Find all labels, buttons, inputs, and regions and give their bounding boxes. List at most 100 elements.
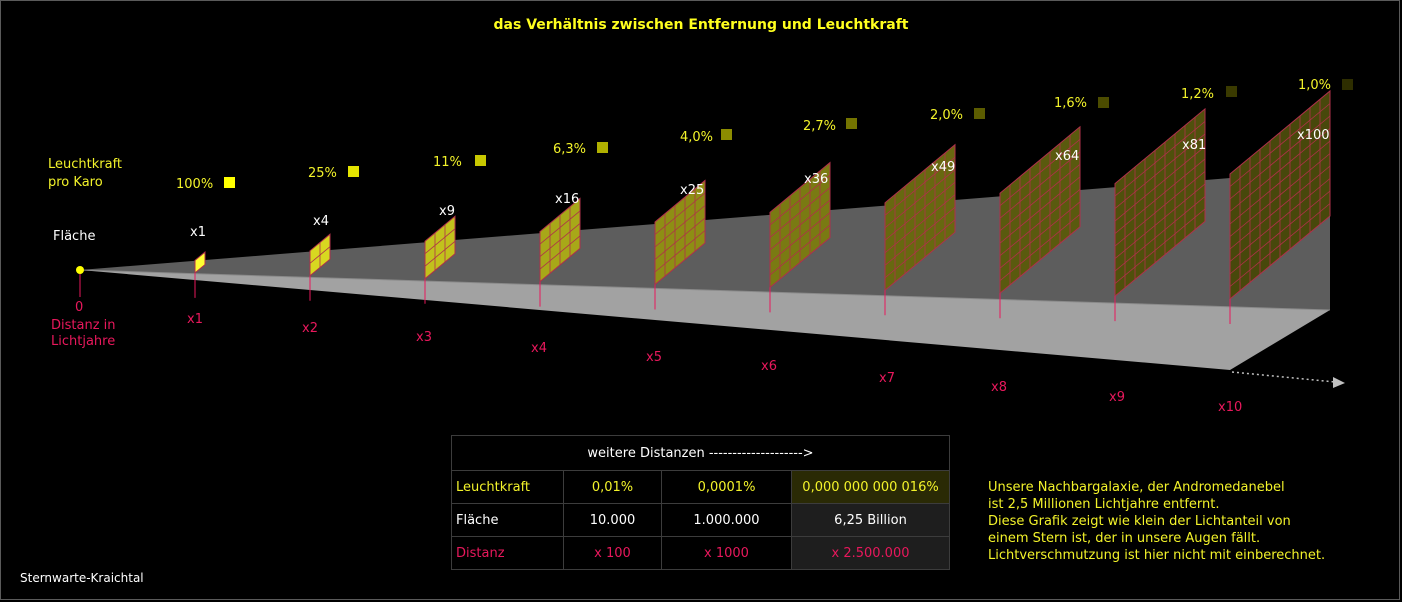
area-factor: x25: [680, 183, 705, 198]
area-factor: x81: [1182, 138, 1207, 153]
distance-factor: x3: [416, 330, 432, 345]
grid-line: [884, 206, 956, 266]
grid-line: [999, 151, 1081, 219]
table-header: weitere Distanzen -------------------->: [451, 435, 950, 471]
grid-line: [1114, 146, 1206, 222]
panel-face: [194, 251, 206, 274]
table-row: Leuchtkraft 0,01% 0,0001% 0,000 000 000 …: [451, 470, 950, 504]
table-cell: x 100: [563, 536, 662, 570]
grid-line: [424, 228, 456, 255]
luminosity-swatch-icon: [597, 142, 608, 153]
distance-arrow: [1231, 371, 1336, 383]
grid-line: [309, 246, 331, 264]
cone-lower-plane: [80, 270, 1330, 370]
distance-factor: x7: [879, 371, 895, 386]
grid-line: [999, 138, 1081, 207]
area-panel: [539, 197, 581, 283]
distance-factor: x10: [1218, 400, 1243, 415]
grid-line: [769, 174, 831, 226]
distance-factor: x1: [187, 312, 203, 327]
grid-line: [884, 169, 956, 229]
area-factor: x16: [555, 192, 580, 207]
grid-line: [1114, 208, 1206, 284]
luminosity-swatch-icon: [348, 166, 359, 177]
grid-line: [1114, 121, 1206, 197]
luminosity-value: 2,0%: [930, 108, 964, 123]
grid-line: [1229, 115, 1331, 200]
grid-line: [884, 156, 956, 216]
area-panel: [1114, 107, 1206, 298]
area-factor: x1: [190, 225, 206, 240]
grid-line: [654, 217, 706, 260]
distance-factor: x8: [991, 380, 1007, 395]
luminosity-value: 2,7%: [803, 119, 837, 134]
area-panel: [1229, 89, 1331, 301]
note-line: Diese Grafik zeigt wie klein der Lichtan…: [988, 514, 1291, 529]
area-factor: x49: [931, 160, 956, 175]
row-label: Fläche: [451, 503, 564, 537]
area-factor: x9: [439, 204, 455, 219]
luminosity-value: 1,0%: [1298, 78, 1332, 93]
credit-text: Sternwarte-Kraichtal: [20, 571, 144, 585]
grid-line: [654, 192, 706, 235]
grid-line: [1229, 140, 1331, 225]
luminosity-value: 4,0%: [680, 130, 714, 145]
luminosity-value: 1,2%: [1181, 87, 1215, 102]
diagram-title: das Verhältnis zwischen Entfernung und L…: [493, 17, 909, 33]
luminosity-swatch-icon: [1226, 86, 1237, 97]
origin-label: 0: [75, 300, 84, 315]
andromeda-note: Unsere Nachbargalaxie, der Andromedanebe…: [988, 479, 1325, 564]
grid-line: [1114, 133, 1206, 209]
row-label: Distanz: [451, 536, 564, 570]
area-panel: [654, 179, 706, 286]
area-panel: [424, 215, 456, 280]
table-cell: 6,25 Billion: [791, 503, 950, 537]
area-factor: x36: [804, 172, 829, 187]
luminosity-swatch-icon: [1098, 97, 1109, 108]
luminosity-value: 11%: [433, 155, 462, 170]
origin-star-icon: [76, 266, 84, 274]
area-panel: [194, 251, 206, 274]
luminosity-swatch-icon: [974, 108, 985, 119]
row-label: Leuchtkraft: [451, 470, 564, 504]
distance-factor: x2: [302, 321, 318, 336]
luminosity-value: 6,3%: [553, 142, 587, 157]
area-factor: x64: [1055, 149, 1080, 164]
luminosity-swatch-icon: [475, 155, 486, 166]
grid-line: [654, 205, 706, 248]
grid-line: [1229, 128, 1331, 212]
grid-line: [999, 163, 1081, 232]
grid-line: [424, 240, 456, 267]
luminosity-label-line2: pro Karo: [48, 175, 103, 190]
further-distances-table: weitere Distanzen --------------------> …: [451, 435, 950, 570]
note-line: Unsere Nachbargalaxie, der Andromedanebe…: [988, 480, 1285, 495]
note-line: Lichtverschmutzung ist hier nicht mit ei…: [988, 548, 1326, 563]
distance-factor: x9: [1109, 390, 1125, 405]
grid-line: [539, 210, 581, 245]
distance-factor: x4: [531, 341, 547, 356]
area-label: Fläche: [53, 229, 96, 244]
luminosity-swatch-icon: [224, 177, 235, 188]
note-line: ist 2,5 Millionen Lichtjahre entfernt.: [988, 497, 1220, 512]
distance-arrow-head: [1333, 377, 1345, 388]
luminosity-value: 1,6%: [1054, 96, 1088, 111]
panel-face: [654, 179, 706, 286]
grid-line: [1114, 196, 1206, 272]
table-cell: 1.000.000: [661, 503, 792, 537]
grid-line: [1114, 158, 1206, 234]
table-row: Distanz x 100 x 1000 x 2.500.000: [451, 536, 950, 570]
cone-edge: [79, 269, 1331, 311]
table-cell: 0,01%: [563, 470, 662, 504]
area-panel: [884, 143, 956, 292]
grid-line: [1229, 153, 1331, 237]
luminosity-swatch-icon: [846, 118, 857, 129]
luminosity-swatch-icon: [721, 129, 732, 140]
grid-line: [654, 230, 706, 273]
table-cell: x 2.500.000: [791, 536, 950, 570]
distance-label-line2: Lichtjahre: [51, 334, 116, 349]
panel-face: [884, 143, 956, 292]
area-panel: [309, 233, 331, 277]
grid-line: [884, 181, 956, 241]
distance-factor: x6: [761, 359, 777, 374]
